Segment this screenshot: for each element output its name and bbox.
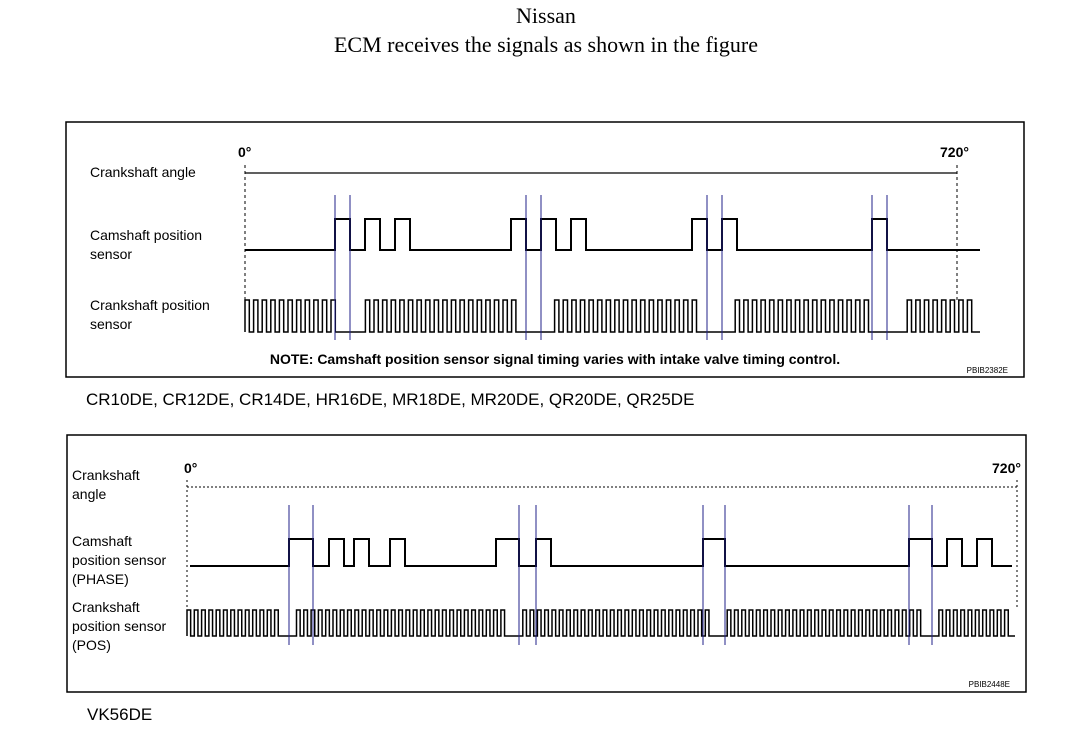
label-line: position sensor <box>72 618 167 634</box>
caption: VK56DE <box>87 705 152 724</box>
figure-code: PBIB2382E <box>967 366 1008 375</box>
title: Nissan <box>516 3 576 28</box>
label-line: (POS) <box>72 637 111 653</box>
angle-label: Crankshaft angle <box>72 467 140 502</box>
end-angle: 720° <box>992 460 1021 476</box>
label-line: Crankshaft <box>72 467 140 483</box>
label-line: sensor <box>90 316 132 332</box>
label-line: position sensor <box>72 552 167 568</box>
crank-label: Crankshaft position sensor (POS) <box>72 599 167 653</box>
label-line: Crankshaft angle <box>90 164 196 180</box>
label-line: sensor <box>90 246 132 262</box>
label-line: Crankshaft position <box>90 297 210 313</box>
subtitle: ECM receives the signals as shown in the… <box>334 32 758 57</box>
diagram-frame <box>66 434 1027 693</box>
note: NOTE: Camshaft position sensor signal ti… <box>270 351 840 367</box>
cam-signal <box>190 538 1012 567</box>
angle-label: Crankshaft angle <box>90 164 196 180</box>
end-angle: 720° <box>940 144 969 160</box>
cam-label: Camshaft position sensor (PHASE) <box>72 533 167 587</box>
diagram-frame <box>65 121 1025 378</box>
figure-code: PBIB2448E <box>969 680 1010 689</box>
label-line: (PHASE) <box>72 571 129 587</box>
start-angle: 0° <box>238 144 251 160</box>
cam-signal <box>245 218 980 251</box>
caption: CR10DE, CR12DE, CR14DE, HR16DE, MR18DE, … <box>86 390 694 409</box>
label-line: Camshaft position <box>90 227 202 243</box>
start-angle: 0° <box>184 460 197 476</box>
label-line: Camshaft <box>72 533 132 549</box>
cam-label: Camshaft position sensor <box>90 227 202 262</box>
crank-signal <box>186 609 1015 637</box>
label-line: Crankshaft <box>72 599 140 615</box>
crank-signal <box>244 299 980 333</box>
crank-label: Crankshaft position sensor <box>90 297 210 332</box>
label-line: angle <box>72 486 106 502</box>
